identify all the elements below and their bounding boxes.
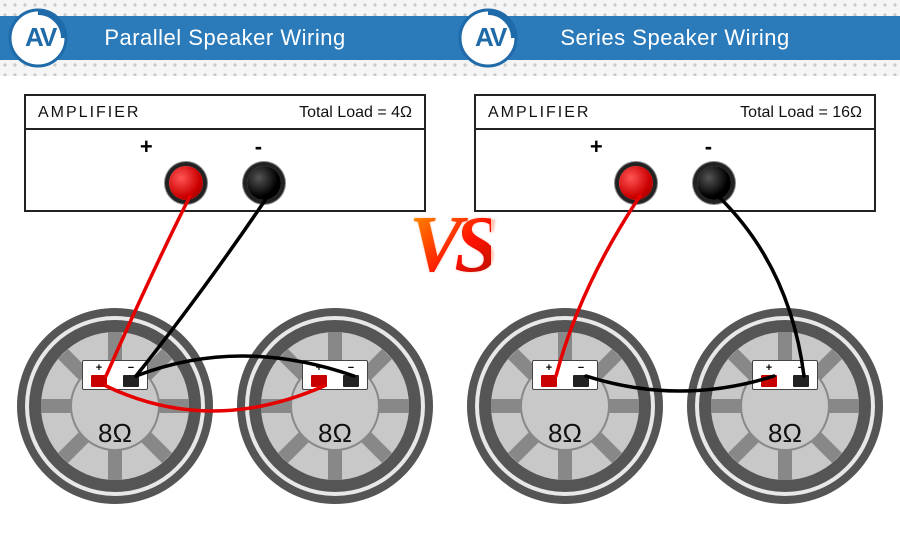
- terminal-clip-pos: [311, 375, 327, 387]
- amp-divider: [476, 128, 874, 130]
- speaker-2: 8Ω + −: [685, 306, 885, 506]
- terminal-clip-neg: [343, 375, 359, 387]
- av-logo-icon: A V: [458, 8, 518, 68]
- speaker-terminal-pad: + −: [532, 360, 598, 390]
- speaker-impedance: 8Ω: [235, 418, 435, 449]
- amplifier-box-left: AMPLIFIER Total Load = 4Ω + -: [24, 94, 426, 212]
- plus-sign: +: [546, 363, 552, 374]
- amp-polarity-signs: + -: [476, 134, 874, 160]
- speaker-terminal-pad: + −: [302, 360, 368, 390]
- speakers-row-left: 8Ω + − 8Ω: [0, 306, 450, 506]
- speaker-icon: [465, 306, 665, 506]
- amp-terminal-positive: [619, 166, 653, 200]
- amp-divider: [26, 128, 424, 130]
- right-title: Series Speaker Wiring: [560, 25, 789, 51]
- minus-sign: −: [798, 363, 804, 374]
- amp-terminal-negative: [697, 166, 731, 200]
- speaker-impedance: 8Ω: [685, 418, 885, 449]
- terminal-clip-neg: [573, 375, 589, 387]
- amp-label: AMPLIFIER: [488, 104, 590, 122]
- speaker-1: 8Ω + −: [465, 306, 665, 506]
- content-row: AMPLIFIER Total Load = 4Ω + -: [0, 76, 900, 550]
- speaker-icon: [15, 306, 215, 506]
- logo-left: A V: [8, 8, 68, 68]
- speaker-1: 8Ω + −: [15, 306, 215, 506]
- speaker-icon: [235, 306, 435, 506]
- amp-total-load: Total Load = 16Ω: [740, 104, 862, 122]
- amp-terminals: [476, 166, 874, 200]
- svg-text:V: V: [40, 22, 58, 52]
- amp-label: AMPLIFIER: [38, 104, 140, 122]
- amp-polarity-signs: + -: [26, 134, 424, 160]
- amp-terminals: [26, 166, 424, 200]
- av-logo-icon: A V: [8, 8, 68, 68]
- speaker-impedance: 8Ω: [15, 418, 215, 449]
- terminal-clip-pos: [91, 375, 107, 387]
- amp-terminal-positive: [169, 166, 203, 200]
- terminal-clip-pos: [761, 375, 777, 387]
- amplifier-box-right: AMPLIFIER Total Load = 16Ω + -: [474, 94, 876, 212]
- speaker-terminal-pad: + −: [82, 360, 148, 390]
- svg-text:V: V: [490, 22, 508, 52]
- terminal-clip-neg: [123, 375, 139, 387]
- minus-sign: −: [578, 363, 584, 374]
- logo-right: A V: [458, 8, 518, 68]
- speaker-terminal-pad: + −: [752, 360, 818, 390]
- left-title: Parallel Speaker Wiring: [104, 25, 345, 51]
- plus-sign: +: [316, 363, 322, 374]
- speaker-icon: [685, 306, 885, 506]
- amp-total-load: Total Load = 4Ω: [299, 104, 412, 122]
- plus-sign: +: [766, 363, 772, 374]
- speaker-impedance: 8Ω: [465, 418, 665, 449]
- plus-sign: +: [96, 363, 102, 374]
- header-row: Parallel Speaker Wiring A V Series Speak…: [0, 16, 900, 60]
- amp-terminal-negative: [247, 166, 281, 200]
- series-panel: AMPLIFIER Total Load = 16Ω + -: [450, 76, 900, 550]
- speakers-row-right: 8Ω + − 8Ω: [450, 306, 900, 506]
- vs-label: VS: [409, 200, 491, 291]
- minus-sign: −: [348, 363, 354, 374]
- speaker-2: 8Ω + −: [235, 306, 435, 506]
- terminal-clip-pos: [541, 375, 557, 387]
- minus-sign: −: [128, 363, 134, 374]
- parallel-panel: AMPLIFIER Total Load = 4Ω + -: [0, 76, 450, 550]
- terminal-clip-neg: [793, 375, 809, 387]
